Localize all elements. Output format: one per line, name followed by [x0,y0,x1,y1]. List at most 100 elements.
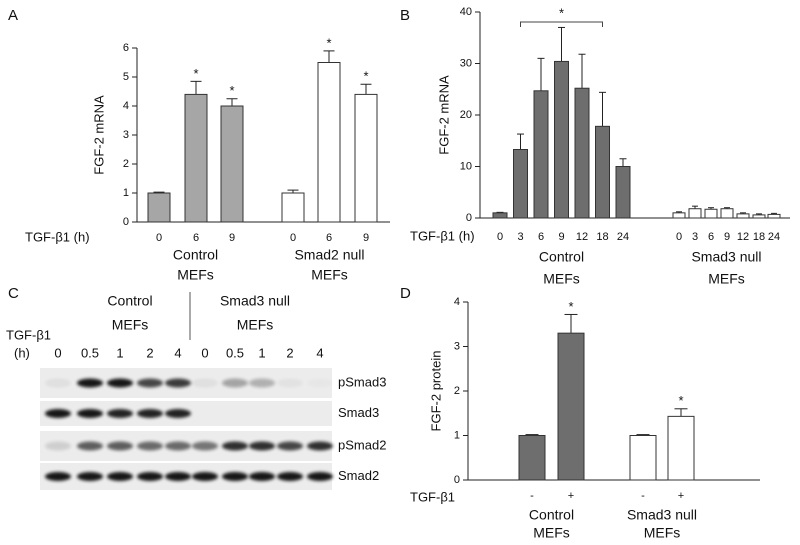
blot-band [107,409,133,418]
blot-group-label: Control [107,293,152,309]
y-tick-label: 1 [454,429,460,441]
bar [672,212,686,219]
x-tick-label: 9 [558,231,564,243]
group-label: Smad3 null [691,249,761,265]
blot-band [222,472,248,481]
x-tick-label: 9 [229,232,235,244]
y-axis-label: FGF-2 mRNA [91,95,106,175]
x-tick-label: 18 [753,231,765,243]
bar [147,192,171,223]
y-tick-label: 5 [123,71,129,83]
x-tick-label: 0 [156,232,162,244]
x-tick-label: 18 [596,231,608,243]
panel-letter: D [400,285,411,302]
lane-label: 0.5 [226,345,244,360]
y-tick-label: 4 [454,296,460,308]
blot-band [45,472,71,481]
x-tick-label: 24 [768,231,780,243]
blot-band [137,441,163,451]
y-tick-label: 20 [460,109,472,121]
row-label: Smad3 [338,405,379,420]
group-label: Control [173,247,218,263]
y-tick-label: 10 [460,160,472,172]
blot-band [222,378,248,388]
bar [184,93,208,223]
blot-band [107,441,133,451]
annotation: * [363,69,368,84]
blot-band [45,409,71,418]
x-axis-label: TGF-β1 (h) [25,229,90,244]
x-tick-label: + [678,490,684,502]
bar [736,213,750,219]
group-label: Smad3 null [627,507,697,523]
lane-label: 1 [258,345,265,360]
y-axis-label: FGF-2 mRNA [436,75,451,155]
blot-band [137,409,163,418]
blot-band [45,441,71,451]
y-tick-label: 2 [454,385,460,397]
y-tick-label: 30 [460,57,472,69]
blot-band [137,378,163,388]
group-label: Smad2 null [294,247,364,263]
annotation: * [568,299,573,314]
x-axis-label: TGF-β1 (h) [410,228,475,243]
y-tick-label: 3 [123,129,129,141]
bar [317,62,341,223]
y-tick-label: 4 [123,100,129,112]
bar [704,208,718,219]
group-label: Control [539,249,584,265]
row-label: pSmad2 [338,437,386,452]
y-tick-label: 40 [460,6,472,18]
panel-letter: A [8,7,18,24]
blot-band [307,379,333,388]
blot-band [249,441,275,451]
lane-label: 1 [116,345,123,360]
lane-label: 4 [316,345,323,360]
y-axis-label: FGF-2 protein [428,351,443,432]
group-label: MEFs [644,525,681,541]
panel-letter: B [400,7,410,24]
y-tick-label: 3 [454,340,460,352]
blot-x-label: TGF-β1 [6,327,51,342]
bar [518,435,546,481]
x-tick-label: 0 [676,231,682,243]
blot-group-label: MEFs [237,317,274,333]
blot-band [77,378,103,388]
annotation: * [229,83,234,98]
lane-label: 0 [54,345,61,360]
group-label: MEFs [533,525,570,541]
x-tick-label: 6 [326,232,332,244]
x-tick-label: 12 [737,231,749,243]
bar [615,166,631,219]
blot-band [165,472,191,481]
annotation: * [326,35,331,50]
blot-group-label: MEFs [112,317,149,333]
bar [513,149,528,219]
bar [595,125,610,219]
x-tick-label: 6 [538,231,544,243]
blot-band [107,378,133,388]
blot-band [192,472,218,481]
blot-band [307,472,333,481]
bar [629,435,657,481]
x-tick-label: 3 [692,231,698,243]
bar [557,332,585,481]
x-axis-label: TGF-β1 [410,489,455,504]
annotation: * [193,66,198,81]
x-tick-label: 9 [363,232,369,244]
bar [688,208,702,219]
bar [354,93,378,223]
x-tick-label: 0 [497,231,503,243]
blot-band [77,409,103,418]
y-tick-label: 1 [123,187,129,199]
group-label: MEFs [311,267,348,283]
blot-band [249,472,275,481]
blot-band [137,472,163,481]
lane-label: 0 [201,345,208,360]
x-tick-label: 6 [193,232,199,244]
x-tick-label: 12 [576,231,588,243]
bar [281,192,305,223]
bar [752,214,766,219]
blot-band [77,472,103,481]
x-tick-label: 9 [724,231,730,243]
